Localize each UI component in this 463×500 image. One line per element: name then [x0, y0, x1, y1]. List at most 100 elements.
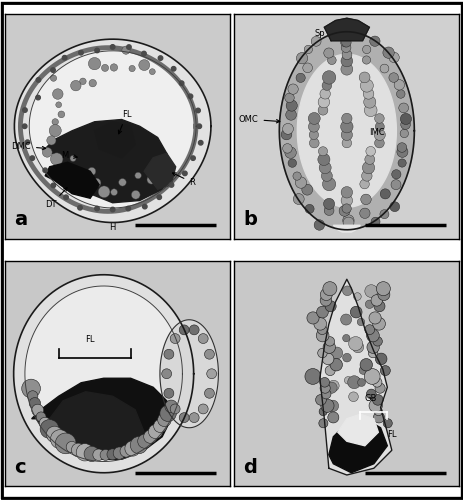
- Circle shape: [309, 138, 319, 148]
- Circle shape: [76, 444, 94, 461]
- Polygon shape: [160, 320, 218, 428]
- Circle shape: [293, 194, 304, 204]
- Circle shape: [374, 130, 385, 140]
- Circle shape: [313, 318, 326, 330]
- Circle shape: [393, 80, 404, 90]
- Circle shape: [88, 168, 95, 175]
- Circle shape: [141, 52, 146, 56]
- Circle shape: [306, 312, 319, 324]
- Circle shape: [93, 449, 104, 460]
- Circle shape: [126, 45, 131, 50]
- Polygon shape: [94, 122, 135, 158]
- Circle shape: [122, 46, 130, 54]
- Circle shape: [311, 36, 320, 46]
- Circle shape: [322, 353, 333, 364]
- Circle shape: [308, 121, 319, 132]
- Circle shape: [375, 353, 386, 364]
- Text: R: R: [172, 173, 194, 187]
- Circle shape: [366, 389, 375, 399]
- Circle shape: [70, 80, 81, 91]
- Circle shape: [304, 368, 320, 384]
- Circle shape: [295, 73, 305, 83]
- Circle shape: [341, 38, 350, 47]
- Circle shape: [110, 208, 115, 212]
- Circle shape: [189, 325, 199, 335]
- Circle shape: [323, 198, 334, 209]
- Circle shape: [319, 383, 330, 393]
- Circle shape: [341, 204, 350, 213]
- Circle shape: [340, 314, 351, 325]
- Circle shape: [372, 336, 382, 346]
- Circle shape: [341, 138, 351, 148]
- Circle shape: [163, 350, 174, 359]
- Circle shape: [101, 64, 108, 71]
- Circle shape: [58, 111, 65, 118]
- Circle shape: [375, 282, 389, 296]
- Circle shape: [135, 172, 141, 179]
- Circle shape: [302, 63, 312, 72]
- Circle shape: [308, 130, 318, 140]
- Circle shape: [197, 124, 201, 128]
- Circle shape: [22, 124, 27, 128]
- Circle shape: [359, 208, 369, 218]
- Circle shape: [379, 189, 389, 199]
- Circle shape: [362, 162, 374, 174]
- Circle shape: [198, 334, 208, 344]
- Circle shape: [313, 220, 324, 230]
- Circle shape: [169, 182, 173, 187]
- Circle shape: [162, 369, 171, 378]
- Circle shape: [319, 378, 329, 387]
- Circle shape: [110, 44, 115, 49]
- Circle shape: [130, 436, 147, 454]
- Circle shape: [317, 348, 326, 358]
- Circle shape: [27, 390, 38, 401]
- Circle shape: [286, 100, 297, 111]
- Circle shape: [396, 142, 406, 152]
- Circle shape: [284, 93, 294, 102]
- Circle shape: [36, 78, 41, 82]
- Circle shape: [318, 146, 327, 156]
- Circle shape: [43, 168, 47, 172]
- Circle shape: [347, 376, 360, 388]
- Circle shape: [288, 159, 296, 168]
- Polygon shape: [25, 286, 182, 462]
- Circle shape: [350, 306, 361, 318]
- Circle shape: [179, 325, 189, 335]
- Circle shape: [36, 412, 46, 422]
- Circle shape: [204, 388, 214, 398]
- Circle shape: [315, 394, 325, 405]
- Circle shape: [388, 73, 398, 83]
- Circle shape: [364, 284, 377, 298]
- Circle shape: [322, 282, 336, 296]
- Circle shape: [110, 64, 117, 71]
- Circle shape: [89, 80, 96, 87]
- Circle shape: [351, 342, 363, 353]
- Circle shape: [39, 418, 51, 429]
- Circle shape: [377, 288, 389, 300]
- Circle shape: [47, 136, 56, 145]
- Circle shape: [368, 399, 382, 412]
- Circle shape: [324, 206, 333, 216]
- Circle shape: [50, 430, 69, 448]
- Circle shape: [195, 108, 200, 112]
- Circle shape: [340, 64, 352, 75]
- Polygon shape: [29, 51, 196, 208]
- Circle shape: [126, 206, 130, 211]
- Circle shape: [370, 294, 382, 306]
- Polygon shape: [14, 39, 211, 222]
- Circle shape: [170, 334, 180, 344]
- Circle shape: [318, 418, 327, 428]
- Circle shape: [119, 178, 126, 186]
- Circle shape: [198, 404, 208, 414]
- Circle shape: [144, 430, 157, 444]
- Circle shape: [318, 106, 327, 115]
- Circle shape: [294, 177, 306, 188]
- Circle shape: [36, 96, 40, 100]
- Circle shape: [327, 412, 338, 423]
- Polygon shape: [297, 54, 395, 208]
- Circle shape: [100, 450, 111, 460]
- Circle shape: [64, 195, 68, 200]
- Circle shape: [362, 46, 370, 54]
- Circle shape: [322, 178, 335, 190]
- Circle shape: [285, 110, 296, 120]
